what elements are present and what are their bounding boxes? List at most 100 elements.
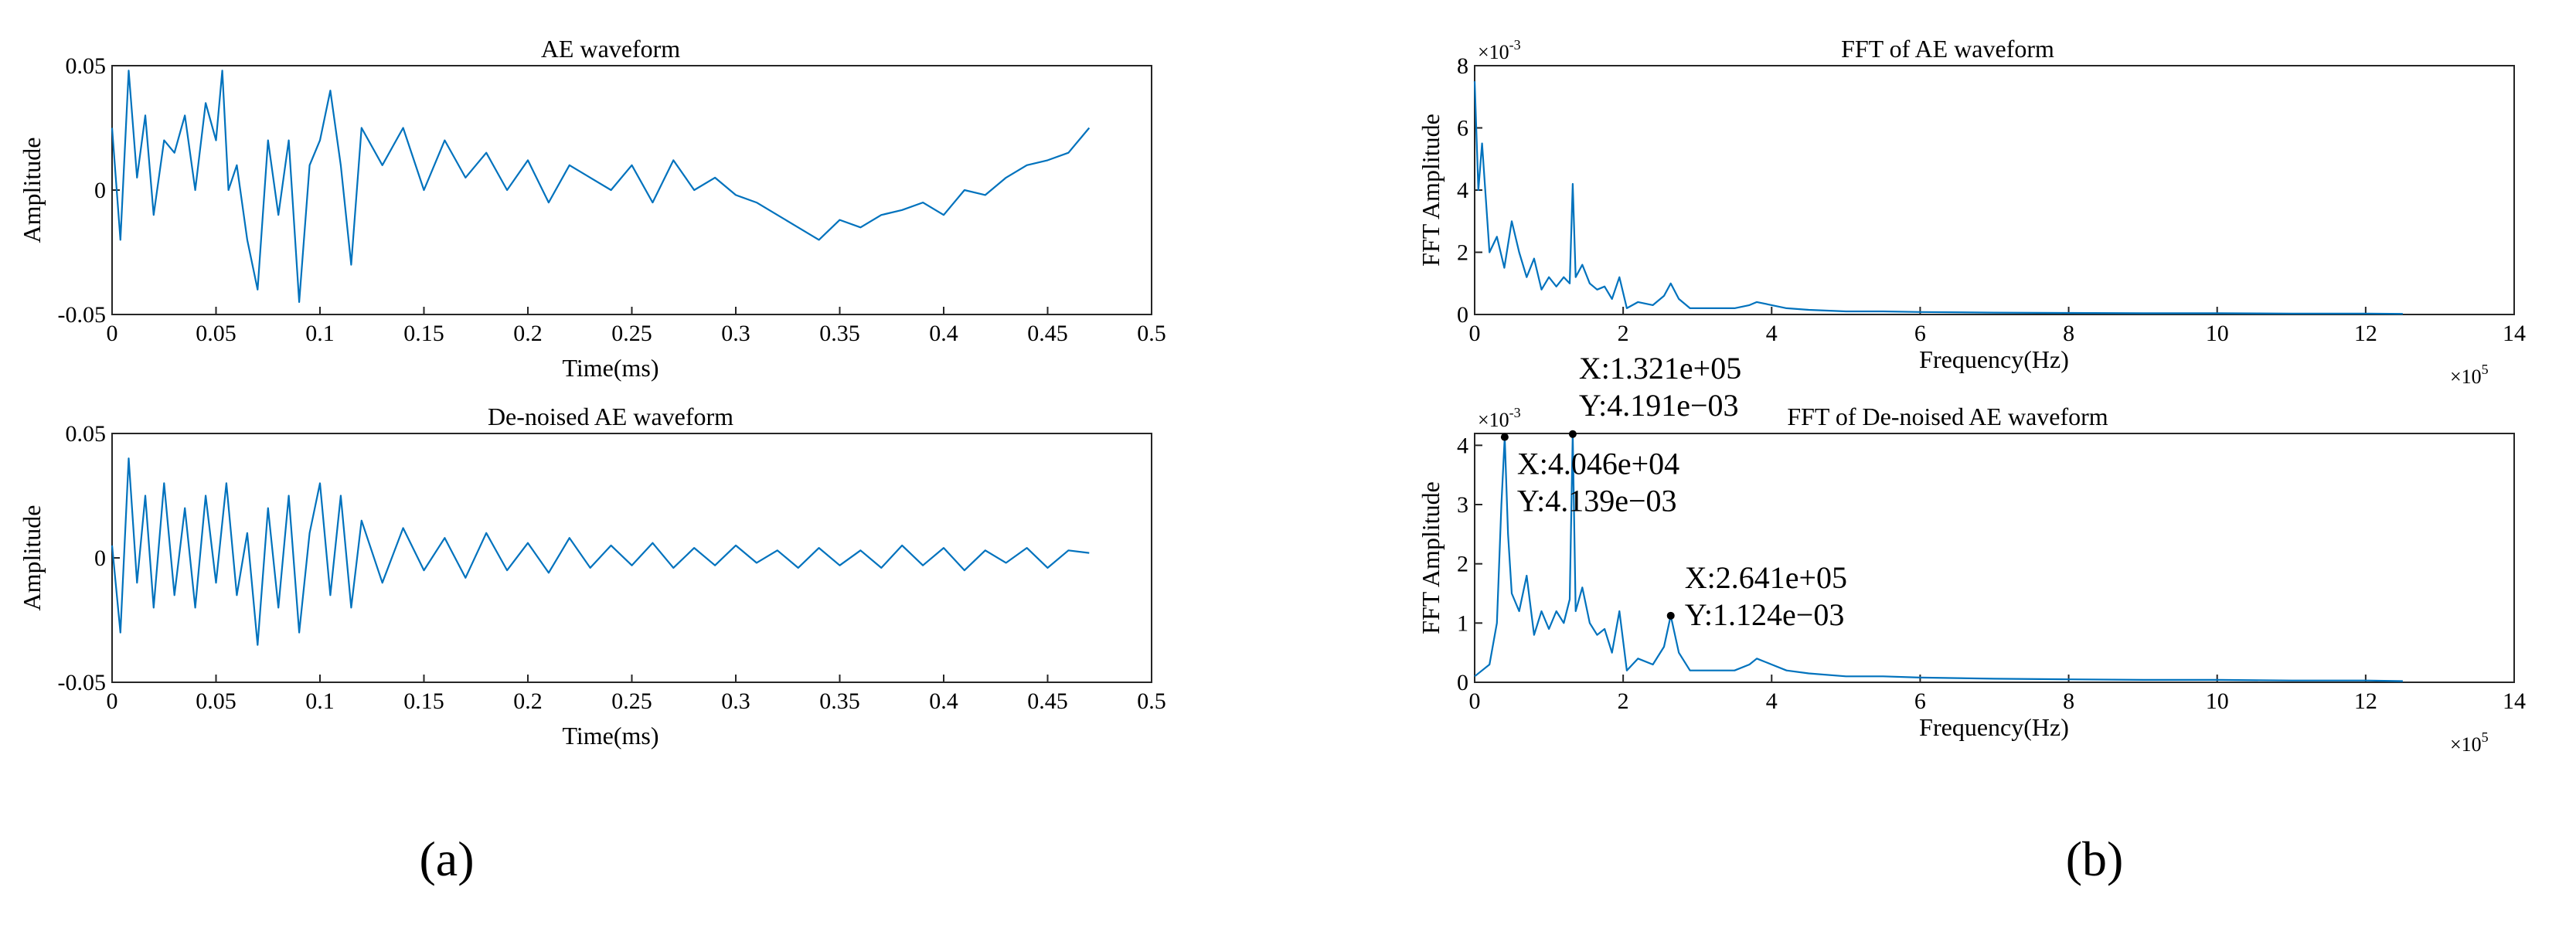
x-tick-label: 0.4: [929, 688, 958, 714]
chart-fft-ae-waveform: FFT of AE waveform 0 2 4 6 8 10 12 14 0 2 4 6 8 Fre…: [1417, 35, 2526, 388]
x-tick-label: 0.1: [305, 321, 335, 346]
x-tick-label: 0.35: [819, 321, 860, 346]
x-tick-label: 0.25: [611, 688, 652, 714]
annotations: X:1.321e+05Y:4.191e−03 X:4.046e+04Y:4.139…: [1500, 351, 1847, 632]
y-axis-label: Amplitude: [18, 505, 46, 611]
x-tick-label: 2: [1618, 688, 1629, 714]
x-tick-label: 0.3: [721, 321, 750, 346]
y-ticks: 0 1 2 3 4: [1457, 433, 1482, 695]
plot-frame: [111, 433, 1152, 683]
y-tick-label: 1: [1457, 610, 1468, 636]
x-tick-label: 8: [2063, 321, 2074, 346]
plot-frame: [1474, 433, 2515, 683]
datatip-marker: [1500, 433, 1509, 441]
x-tick-label: 0.4: [929, 321, 958, 346]
datatip-marker: [1568, 430, 1577, 438]
x-ticks: 0 0.05 0.1 0.15 0.2 0.25 0.3 0.35 0.4 0.45 0.5: [107, 307, 1166, 346]
y-tick-label: 0: [94, 546, 106, 571]
x-tick-label: 0.2: [513, 688, 543, 714]
x-tick-label: 0: [1469, 688, 1481, 714]
y-tick-label: 0: [1457, 670, 1468, 695]
y-ticks: -0.05 0 0.05: [58, 53, 120, 328]
x-tick-label: 8: [2063, 688, 2074, 714]
y-tick-label: 0: [1457, 302, 1468, 328]
x-multiplier-exp: 5: [2482, 729, 2489, 745]
y-tick-label: -0.05: [58, 302, 107, 328]
x-tick-label: 0.5: [1137, 321, 1166, 346]
x-tick-label: 4: [1766, 688, 1778, 714]
x-tick-label: 0: [1469, 321, 1481, 346]
y-multiplier: ×10-3: [1478, 37, 1521, 63]
x-axis-label: Time(ms): [562, 722, 658, 750]
y-tick-label: 2: [1457, 240, 1468, 266]
chart-title: FFT of AE waveform: [1841, 35, 2054, 63]
panel-label-b: (b): [2066, 831, 2124, 886]
y-tick-label: 6: [1457, 116, 1468, 141]
y-axis-label: FFT Amplitude: [1417, 481, 1445, 634]
datatip-y: Y:4.139e−03: [1517, 484, 1677, 518]
plot-frame: [111, 65, 1152, 315]
y-multiplier-base: ×10: [1478, 41, 1509, 63]
x-tick-label: 14: [2503, 321, 2526, 346]
x-tick-label: 10: [2206, 321, 2229, 346]
x-tick-label: 0.15: [403, 688, 444, 714]
y-tick-label: 4: [1457, 433, 1468, 458]
x-tick-label: 4: [1766, 321, 1778, 346]
datatip-y: Y:1.124e−03: [1685, 597, 1845, 632]
x-axis-label: Frequency(Hz): [1919, 713, 2069, 741]
panel-label-a: (a): [419, 831, 474, 886]
x-axis-label: Frequency(Hz): [1919, 345, 2069, 373]
y-tick-label: -0.05: [58, 670, 107, 695]
y-axis-label: FFT Amplitude: [1417, 114, 1445, 267]
y-multiplier-exp: -3: [1509, 37, 1521, 53]
y-ticks: -0.05 0 0.05: [58, 421, 120, 695]
y-tick-label: 8: [1457, 53, 1468, 79]
x-multiplier: ×105: [2450, 362, 2489, 388]
x-multiplier-exp: 5: [2482, 362, 2489, 377]
x-multiplier-base: ×10: [2450, 365, 2482, 388]
chart-title: De-noised AE waveform: [488, 403, 733, 430]
datatip-y: Y:4.191e−03: [1579, 388, 1739, 423]
y-multiplier-exp: -3: [1509, 405, 1521, 420]
datatip-x: X:1.321e+05: [1579, 351, 1741, 386]
x-tick-label: 0.1: [305, 688, 335, 714]
x-tick-label: 0.3: [721, 688, 750, 714]
y-axis-label: Amplitude: [18, 138, 46, 243]
x-ticks: 0 2 4 6 8 10 12 14: [1469, 675, 2526, 714]
x-tick-label: 0.05: [196, 321, 237, 346]
waveform-line: [111, 457, 1090, 646]
x-ticks: 0 0.05 0.1 0.15 0.2 0.25 0.3 0.35 0.4 0.45 0.5: [107, 675, 1166, 714]
datatip-x: X:4.046e+04: [1517, 447, 1679, 481]
chart-title: FFT of De-noised AE waveform: [1787, 403, 2108, 430]
y-tick-label: 4: [1457, 178, 1468, 203]
x-tick-label: 6: [1914, 688, 1926, 714]
y-tick-label: 2: [1457, 552, 1468, 577]
x-multiplier: ×105: [2450, 729, 2489, 756]
y-tick-label: 0: [94, 178, 106, 203]
x-tick-label: 14: [2503, 688, 2526, 714]
x-tick-label: 12: [2354, 688, 2377, 714]
x-tick-label: 0.15: [403, 321, 444, 346]
plot-frame: [1474, 65, 2515, 315]
x-tick-label: 0.45: [1027, 321, 1068, 346]
x-tick-label: 2: [1618, 321, 1629, 346]
x-tick-label: 0.25: [611, 321, 652, 346]
chart-title: AE waveform: [541, 35, 680, 63]
y-tick-label: 0.05: [66, 53, 107, 79]
x-tick-label: 0.5: [1137, 688, 1166, 714]
spectrum-line: [1473, 81, 2403, 315]
y-multiplier-base: ×10: [1478, 409, 1509, 431]
y-multiplier: ×10-3: [1478, 405, 1521, 431]
spectrum-line: [1474, 433, 2403, 682]
y-ticks: 0 2 4 6 8: [1457, 53, 1482, 328]
datatip-marker: [1666, 611, 1675, 620]
x-tick-label: 0.05: [196, 688, 237, 714]
x-multiplier-base: ×10: [2450, 733, 2482, 756]
waveform-line: [111, 70, 1091, 303]
x-tick-label: 0.35: [819, 688, 860, 714]
x-tick-label: 12: [2354, 321, 2377, 346]
x-tick-label: 0.45: [1027, 688, 1068, 714]
y-tick-label: 3: [1457, 492, 1468, 518]
y-tick-label: 0.05: [66, 421, 107, 447]
